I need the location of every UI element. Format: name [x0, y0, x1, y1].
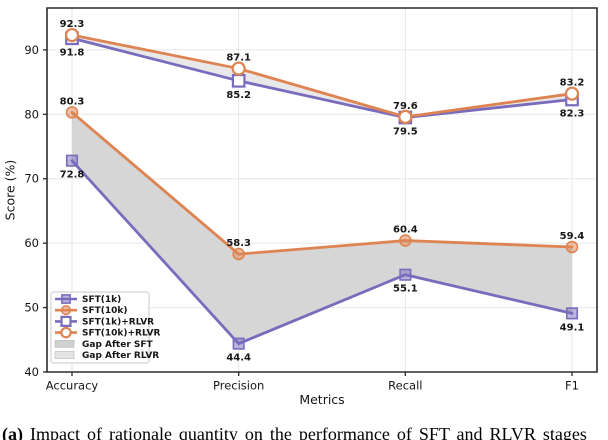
- x-tick-label: Recall: [388, 379, 422, 393]
- data-label: 82.3: [560, 108, 585, 119]
- data-label: 85.2: [226, 90, 251, 101]
- legend: SFT(1k)SFT(10k)SFT(1k)+RLVR SFT(10k)+RLVR…: [50, 291, 160, 364]
- y-tick-label: 80: [24, 107, 39, 121]
- x-axis-label: Metrics: [299, 392, 344, 407]
- y-tick-label: 70: [24, 172, 39, 186]
- series-lines: [70, 33, 574, 346]
- line-sft1krlvr: [70, 36, 574, 119]
- data-label: 79.6: [393, 101, 418, 112]
- data-label: 87.1: [226, 53, 251, 64]
- x-tick-label: Precision: [213, 379, 264, 393]
- gap-bands: [72, 35, 572, 344]
- tick-labels: 40 50 60 70 80 90 Accuracy Precision Recall F1: [24, 43, 579, 393]
- y-tick-label: 50: [24, 301, 39, 315]
- data-label: 49.1: [560, 322, 585, 333]
- y-tick-label: 40: [24, 365, 39, 379]
- caption-label: (a): [2, 424, 23, 440]
- data-label: 59.4: [560, 231, 585, 242]
- data-label: 92.3: [60, 19, 85, 30]
- caption-text: Impact of rationale quantity on the perf…: [23, 424, 587, 440]
- data-label: 55.1: [393, 284, 418, 295]
- axis-titles: Score (%) Metrics: [3, 160, 345, 407]
- line-sft10k: [70, 110, 574, 256]
- data-label: 91.8: [60, 47, 85, 58]
- data-labels: 72.8 44.4 55.1 49.1 80.3 58.3 60.4 59.4 91.8 85.2…: [60, 19, 585, 364]
- x-tick-label: F1: [565, 379, 579, 393]
- series-markers: [64, 27, 580, 350]
- legend-label: SFT(1k): [82, 295, 121, 305]
- legend-label: SFT(1k)+RLVR: [82, 317, 154, 327]
- data-label: 80.3: [60, 96, 85, 107]
- legend-label: Gap After SFT: [82, 340, 154, 350]
- line-sft10krlvr: [70, 33, 574, 119]
- line-chart: 72.8 44.4 55.1 49.1 80.3 58.3 60.4 59.4 91.8 85.2…: [3, 7, 598, 407]
- axes: [43, 7, 598, 376]
- legend-label: SFT(10k)+RLVR: [82, 329, 160, 339]
- band-gap-after-sft: [72, 112, 572, 344]
- data-label: 83.2: [560, 78, 585, 89]
- line-sft1k: [70, 159, 574, 346]
- y-tick-label: 60: [24, 236, 39, 250]
- data-label: 44.4: [226, 353, 251, 364]
- legend-label: SFT(10k): [82, 306, 128, 316]
- data-label: 79.5: [393, 127, 418, 138]
- y-axis-label: Score (%): [3, 160, 18, 221]
- legend-label: Gap After RLVR: [82, 351, 159, 361]
- data-label: 60.4: [393, 225, 418, 236]
- y-tick-label: 90: [24, 43, 39, 57]
- figure-caption: (a) Impact of rationale quantity on the …: [2, 424, 608, 440]
- data-label: 72.8: [60, 170, 85, 181]
- x-tick-label: Accuracy: [46, 379, 99, 393]
- data-label: 58.3: [226, 238, 251, 249]
